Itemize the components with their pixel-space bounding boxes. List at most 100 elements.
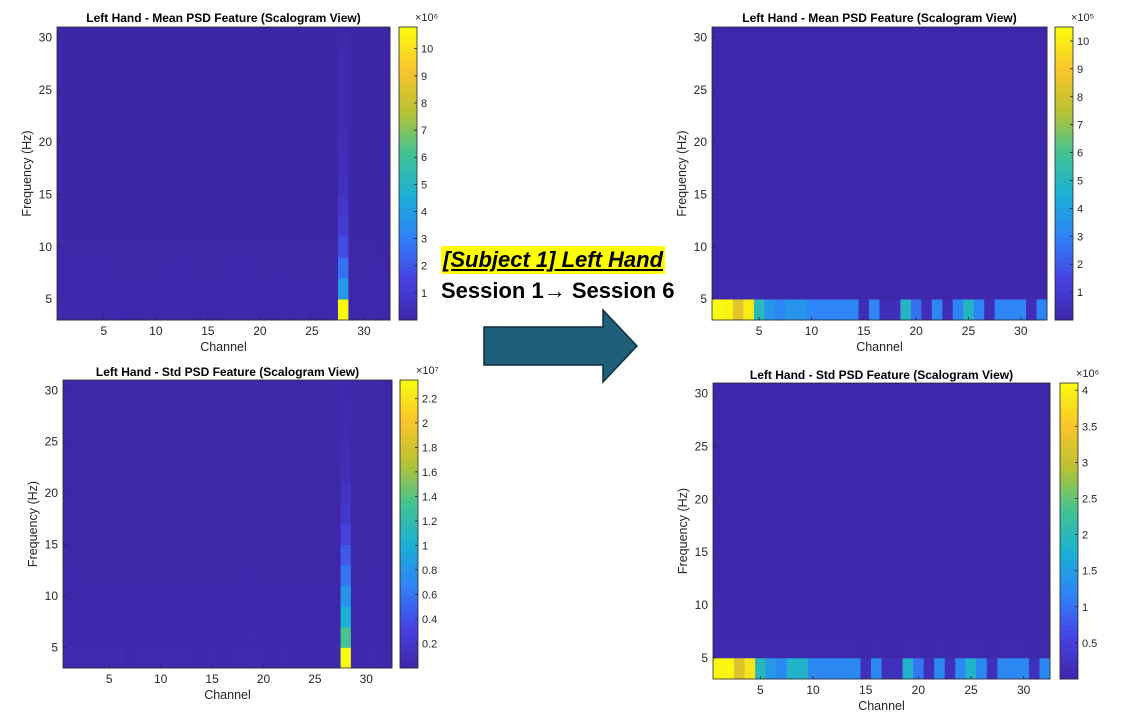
heatmap-cell	[258, 524, 270, 545]
colorbar-segment	[1060, 471, 1078, 478]
heatmap-cell	[299, 441, 311, 463]
heatmap-cell	[213, 173, 224, 195]
heatmap-cell	[57, 110, 68, 133]
heatmap-cell	[734, 573, 745, 595]
heatmap-cell	[206, 400, 218, 422]
heatmap-cell	[192, 173, 204, 195]
heatmap-cell	[827, 27, 839, 49]
heatmap-cell	[320, 544, 331, 566]
heatmap-cell	[109, 131, 120, 153]
heatmap-cell	[150, 131, 162, 153]
heatmap-cell	[892, 425, 903, 447]
colorbar-segment	[399, 290, 417, 297]
heatmap-cell	[1028, 552, 1040, 574]
heatmap-cell	[104, 482, 115, 504]
y-axis-label: Frequency (Hz)	[20, 130, 34, 216]
heatmap-cell	[869, 47, 880, 70]
heatmap-cell	[83, 503, 95, 525]
heatmap-cell	[145, 482, 156, 504]
colorbar-tick-label: 1	[1082, 602, 1088, 614]
heatmap-cell	[109, 89, 120, 112]
x-tick-label: 10	[805, 324, 819, 338]
heatmap-cell	[931, 68, 943, 91]
heatmap-cell	[98, 89, 110, 112]
colorbar-segment	[1060, 674, 1078, 680]
heatmap-cell	[98, 299, 110, 321]
heatmap-cell	[119, 47, 131, 70]
heatmap-cell	[965, 383, 977, 405]
heatmap-cell	[828, 467, 840, 490]
heatmap-cell	[93, 606, 105, 628]
heatmap-cell	[309, 462, 321, 484]
heatmap-cell	[1039, 488, 1051, 511]
colorbar-segment	[1055, 202, 1073, 209]
heatmap-cell	[171, 110, 183, 133]
heatmap-cell	[952, 89, 964, 112]
heatmap-cell	[1015, 299, 1027, 321]
heatmap-cell	[57, 27, 68, 49]
heatmap-cell	[223, 47, 235, 70]
colorbar-tick-label: 3	[1077, 231, 1083, 243]
heatmap-cell	[910, 131, 922, 153]
heatmap-cell	[1039, 467, 1051, 490]
colorbar-segment	[399, 315, 417, 321]
heatmap-cell	[327, 68, 339, 91]
heatmap-cell	[93, 400, 105, 422]
heatmap-cell	[63, 400, 74, 422]
colorbar-segment	[399, 27, 417, 33]
heatmap-cell	[795, 194, 807, 216]
x-tick-label: 25	[305, 324, 319, 338]
heatmap-cell	[997, 657, 1009, 680]
heatmap-cell	[217, 647, 228, 669]
heatmap-cell	[258, 482, 270, 504]
heatmap-cell	[860, 531, 872, 553]
colorbar-segment	[399, 188, 417, 194]
heatmap-cell	[795, 110, 807, 133]
heatmap-cell	[921, 194, 933, 216]
colorbar-segment	[400, 572, 418, 578]
heatmap-cell	[265, 236, 276, 258]
heatmap-cell	[764, 194, 776, 216]
heatmap-cell	[309, 400, 321, 422]
heatmap-cell	[202, 257, 214, 279]
heatmap-cell	[892, 636, 903, 659]
heatmap-cell	[892, 509, 903, 532]
heatmap-cell	[309, 524, 321, 545]
heatmap-cell	[848, 152, 859, 174]
heatmap-cell	[320, 380, 331, 401]
heatmap-cell	[723, 552, 735, 574]
heatmap-cell	[997, 467, 1009, 490]
heatmap-cell	[797, 615, 809, 638]
colorbar-segment	[400, 581, 418, 587]
heatmap-cell	[923, 531, 935, 553]
colorbar-segment	[1055, 241, 1073, 248]
heatmap-cell	[248, 585, 259, 607]
heatmap-cell	[839, 657, 851, 680]
heatmap-cell	[88, 299, 100, 321]
heatmap-cell	[233, 27, 245, 49]
heatmap-cell	[848, 236, 859, 258]
heatmap-cell	[309, 626, 321, 648]
heatmap-cell	[165, 647, 177, 669]
heatmap-cell	[227, 441, 239, 463]
heatmap-cell	[285, 152, 297, 174]
heatmap-cell	[327, 194, 339, 216]
heatmap-cell	[129, 194, 141, 216]
heatmap-cell	[774, 215, 786, 237]
heatmap-cell	[997, 425, 1009, 447]
heatmap-cell	[722, 173, 734, 195]
colorbar-segment	[400, 605, 418, 611]
heatmap-cell	[371, 626, 383, 648]
heatmap-cell	[73, 462, 84, 484]
heatmap-cell	[849, 615, 861, 638]
colorbar-segment	[399, 31, 417, 38]
heatmap-cell	[827, 152, 839, 174]
heatmap-cell	[1026, 89, 1037, 112]
heatmap-cell	[931, 110, 943, 133]
colorbar-tick-label: 9	[421, 71, 427, 83]
heatmap-cell	[320, 565, 331, 587]
heatmap-cell	[997, 488, 1009, 511]
heatmap-cell	[63, 462, 74, 484]
